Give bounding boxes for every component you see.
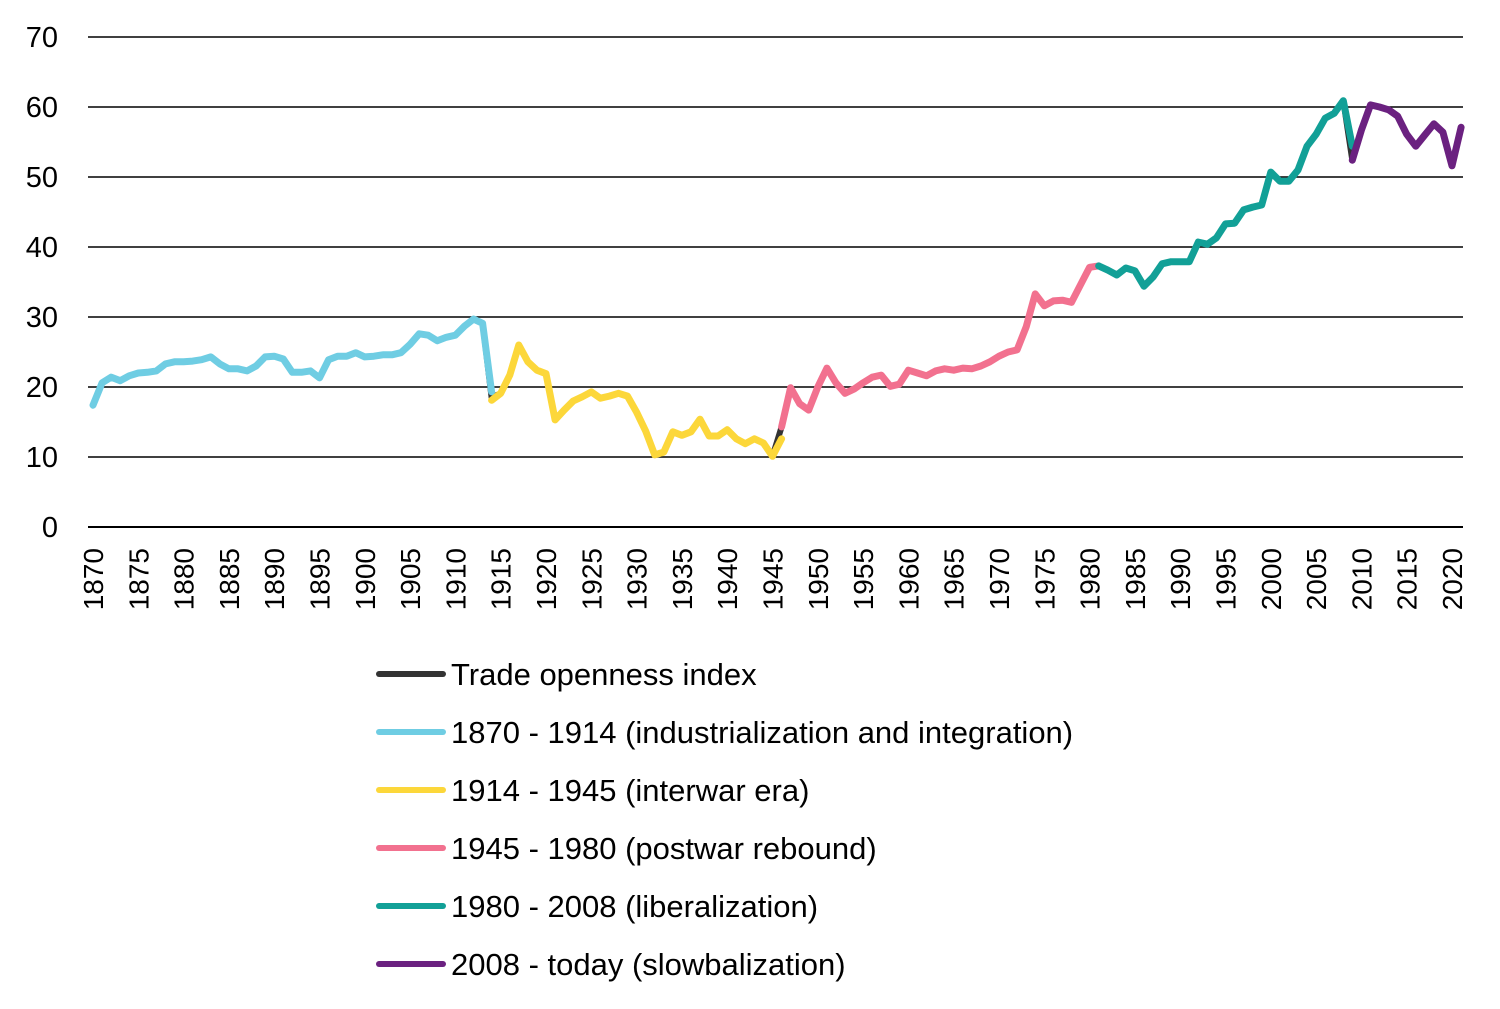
x-tick-label: 1890 [259, 548, 290, 610]
x-tick-label: 2015 [1392, 548, 1423, 610]
x-tick-label: 2020 [1437, 548, 1468, 610]
legend-label: 1914 - 1945 (interwar era) [451, 773, 809, 808]
x-tick-label: 1880 [169, 548, 200, 610]
legend-label: 1980 - 2008 (liberalization) [451, 889, 818, 924]
series-line-1 [89, 315, 496, 409]
series-lines [89, 97, 1465, 460]
legend-label: 2008 - today (slowbalization) [451, 947, 846, 982]
x-tick-label: 2000 [1256, 548, 1287, 610]
x-tick-label: 1985 [1120, 548, 1151, 610]
x-tick-label: 1870 [78, 548, 109, 610]
x-tick-label: 1875 [123, 548, 154, 610]
y-tick-label: 30 [26, 302, 58, 334]
x-tick-label: 1955 [848, 548, 879, 610]
x-tick-label: 1960 [893, 548, 924, 610]
y-tick-label: 60 [26, 92, 58, 124]
x-tick-label: 1895 [305, 548, 336, 610]
legend: Trade openness index 1870 - 1914 (industr… [376, 657, 1073, 982]
y-tick-label: 50 [26, 162, 58, 194]
x-tick-label: 1885 [214, 548, 245, 610]
series-line-4 [1095, 97, 1356, 290]
y-axis-tick-labels: 0 10 20 30 40 50 60 70 [26, 22, 58, 544]
x-tick-label: 1950 [803, 548, 834, 610]
x-tick-label: 1965 [939, 548, 970, 610]
x-tick-label: 1920 [531, 548, 562, 610]
x-tick-label: 2005 [1301, 548, 1332, 610]
y-tick-label: 0 [42, 512, 58, 544]
x-tick-label: 1995 [1211, 548, 1242, 610]
x-tick-label: 1975 [1029, 548, 1060, 610]
y-tick-label: 20 [26, 372, 58, 404]
y-tick-label: 10 [26, 442, 58, 474]
x-tick-label: 1970 [984, 548, 1015, 610]
x-tick-label: 1980 [1075, 548, 1106, 610]
x-tick-label: 1915 [486, 548, 517, 610]
legend-label: Trade openness index [451, 657, 757, 692]
x-tick-label: 1900 [350, 548, 381, 610]
gridlines [88, 36, 1463, 528]
x-tick-label: 1930 [622, 548, 653, 610]
x-tick-label: 2010 [1346, 548, 1377, 610]
y-tick-label: 70 [26, 22, 58, 54]
legend-label: 1945 - 1980 (postwar rebound) [451, 831, 877, 866]
x-tick-label: 1940 [712, 548, 743, 610]
x-tick-label: 1905 [395, 548, 426, 610]
x-tick-label: 1945 [758, 548, 789, 610]
x-tick-label: 1990 [1165, 548, 1196, 610]
x-tick-label: 1910 [440, 548, 471, 610]
legend-label: 1870 - 1914 (industrialization and integ… [451, 715, 1073, 750]
y-tick-label: 40 [26, 232, 58, 264]
series-line-5 [1348, 101, 1465, 170]
series-line-2 [488, 341, 786, 460]
x-tick-label: 1935 [667, 548, 698, 610]
series-line-3 [778, 262, 1103, 431]
x-tick-label: 1925 [576, 548, 607, 610]
series-line-0 [90, 97, 1465, 460]
x-axis-tick-labels: 1870 1875 1880 1885 1890 1895 1900 1905 1910 1915… [78, 548, 1468, 610]
